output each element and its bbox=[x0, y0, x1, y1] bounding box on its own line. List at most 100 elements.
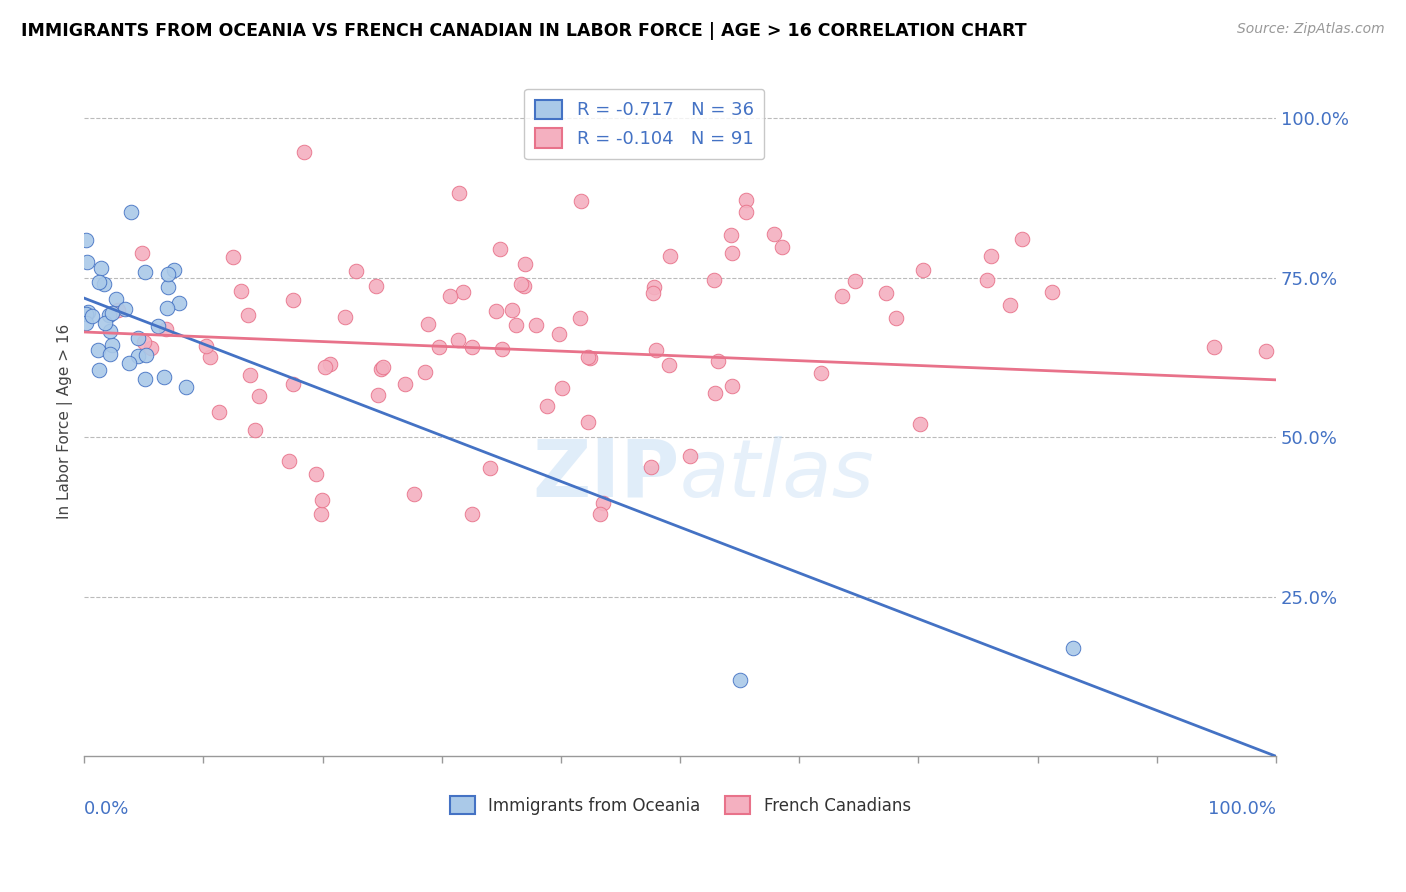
Point bbox=[810, 366, 832, 380]
Point bbox=[640, 460, 662, 475]
Point bbox=[413, 365, 436, 379]
Point bbox=[247, 388, 270, 402]
Point bbox=[658, 358, 681, 372]
Point bbox=[208, 405, 231, 419]
Point bbox=[127, 330, 149, 344]
Point bbox=[152, 370, 174, 384]
Point bbox=[844, 274, 866, 288]
Point bbox=[1202, 340, 1225, 354]
Point bbox=[305, 467, 328, 481]
Point bbox=[371, 360, 394, 375]
Text: ZIP: ZIP bbox=[533, 436, 681, 514]
Point bbox=[485, 303, 508, 318]
Point bbox=[875, 286, 897, 301]
Point bbox=[588, 507, 610, 521]
Point bbox=[283, 293, 305, 307]
Point bbox=[884, 311, 907, 326]
Point bbox=[641, 286, 664, 301]
Point bbox=[416, 318, 439, 332]
Point bbox=[461, 507, 484, 521]
Point bbox=[770, 240, 793, 254]
Point bbox=[721, 379, 744, 393]
Point bbox=[318, 357, 340, 371]
Point bbox=[367, 387, 389, 401]
Text: 0.0%: 0.0% bbox=[84, 800, 129, 818]
Text: 100.0%: 100.0% bbox=[1208, 800, 1277, 818]
Point bbox=[134, 372, 156, 386]
Point bbox=[87, 343, 110, 357]
Point bbox=[277, 453, 299, 467]
Point bbox=[980, 249, 1002, 263]
Point bbox=[908, 417, 931, 431]
Point bbox=[536, 399, 558, 413]
Point bbox=[479, 461, 502, 475]
Point bbox=[134, 265, 156, 279]
Text: atlas: atlas bbox=[681, 436, 875, 514]
Point bbox=[447, 186, 470, 200]
Point bbox=[735, 193, 758, 207]
Point bbox=[451, 285, 474, 299]
Point bbox=[707, 354, 730, 368]
Point bbox=[76, 305, 98, 319]
Text: IMMIGRANTS FROM OCEANIA VS FRENCH CANADIAN IN LABOR FORCE | AGE > 16 CORRELATION: IMMIGRANTS FROM OCEANIA VS FRENCH CANADI… bbox=[21, 22, 1026, 40]
Point bbox=[427, 340, 450, 354]
Point bbox=[831, 289, 853, 303]
Point bbox=[107, 303, 129, 318]
Point bbox=[548, 327, 571, 342]
Point bbox=[524, 318, 547, 332]
Point bbox=[976, 273, 998, 287]
Point bbox=[239, 368, 262, 382]
Point bbox=[93, 277, 115, 291]
Point bbox=[509, 277, 531, 292]
Point bbox=[1011, 232, 1033, 246]
Point bbox=[461, 340, 484, 354]
Point bbox=[131, 246, 153, 260]
Point bbox=[236, 309, 259, 323]
Point bbox=[998, 298, 1021, 312]
Point bbox=[75, 316, 97, 330]
Point bbox=[576, 415, 599, 429]
Point bbox=[98, 347, 121, 361]
Point bbox=[162, 263, 184, 277]
Point bbox=[101, 305, 124, 319]
Point bbox=[87, 363, 110, 377]
Y-axis label: In Labor Force | Age > 16: In Labor Force | Age > 16 bbox=[58, 324, 73, 519]
Point bbox=[569, 194, 592, 209]
Point bbox=[489, 242, 512, 256]
Point bbox=[720, 245, 742, 260]
Point bbox=[333, 310, 356, 324]
Point bbox=[135, 348, 157, 362]
Point bbox=[735, 204, 758, 219]
Point bbox=[592, 496, 614, 510]
Point bbox=[447, 333, 470, 347]
Point bbox=[194, 339, 217, 353]
Point bbox=[132, 334, 155, 349]
Point bbox=[704, 386, 727, 401]
Point bbox=[94, 316, 117, 330]
Point bbox=[720, 228, 742, 243]
Point bbox=[912, 263, 935, 277]
Point bbox=[146, 319, 169, 334]
Point bbox=[76, 255, 98, 269]
Point bbox=[139, 341, 162, 355]
Point bbox=[513, 278, 536, 293]
Point bbox=[90, 261, 112, 276]
Point bbox=[314, 360, 336, 375]
Point bbox=[104, 293, 127, 307]
Point bbox=[1062, 640, 1084, 655]
Point bbox=[114, 301, 136, 316]
Point bbox=[491, 343, 513, 357]
Point bbox=[82, 309, 104, 323]
Point bbox=[643, 280, 665, 294]
Point bbox=[243, 423, 266, 437]
Point bbox=[501, 302, 523, 317]
Point bbox=[156, 267, 179, 281]
Point bbox=[101, 337, 124, 351]
Point bbox=[366, 278, 388, 293]
Point bbox=[394, 377, 416, 392]
Point bbox=[155, 301, 177, 316]
Point bbox=[762, 227, 785, 241]
Point bbox=[370, 362, 392, 376]
Point bbox=[155, 322, 177, 336]
Point bbox=[221, 251, 243, 265]
